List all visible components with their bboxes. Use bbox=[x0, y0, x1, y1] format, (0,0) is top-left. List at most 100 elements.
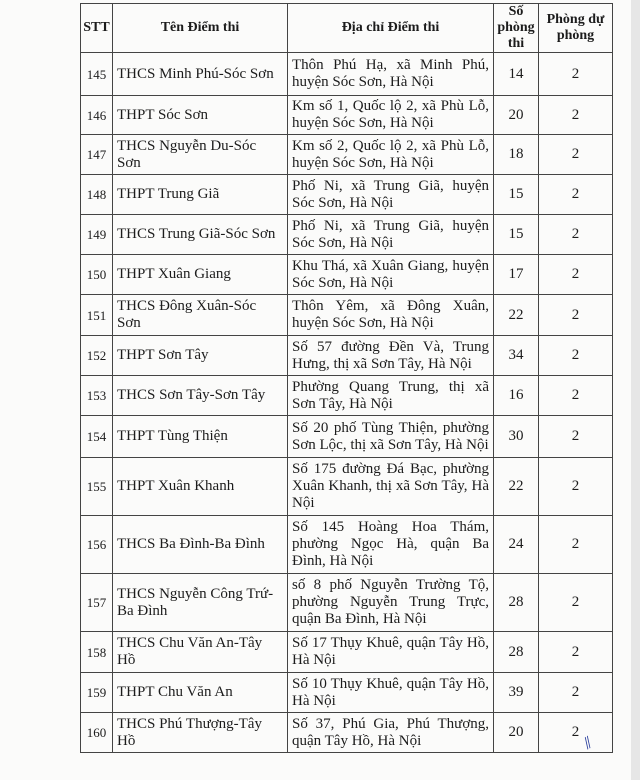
cell-address: Số 37, Phú Gia, Phú Thượng, quận Tây Hồ,… bbox=[287, 712, 494, 753]
cell-address: Phường Quang Trung, thị xã Sơn Tây, Hà N… bbox=[287, 375, 494, 416]
cell-stt: 146 bbox=[80, 95, 113, 135]
cell-stt: 145 bbox=[80, 52, 113, 96]
cell-address: Khu Thá, xã Xuân Giang, huyện Sóc Sơn, H… bbox=[287, 254, 494, 295]
cell-address: Số 57 đường Đền Và, Trung Hưng, thị xã S… bbox=[287, 335, 494, 376]
cell-address: Phố Ni, xã Trung Giã, huyện Sóc Sơn, Hà … bbox=[287, 174, 494, 215]
cell-stt: 156 bbox=[80, 515, 113, 574]
header-stt: STT bbox=[80, 3, 113, 53]
header-reserve: Phòng dự phòng bbox=[538, 3, 613, 53]
cell-rooms: 24 bbox=[493, 515, 539, 574]
cell-reserve: 2 bbox=[538, 174, 613, 215]
cell-name: THPT Xuân Khanh bbox=[112, 457, 288, 516]
cell-stt: 160 bbox=[80, 712, 113, 753]
cell-rooms: 20 bbox=[493, 712, 539, 753]
cell-rooms: 18 bbox=[493, 134, 539, 175]
table-row: 146 THPT Sóc Sơn Km số 1, Quốc lộ 2, xã Ph… bbox=[80, 95, 613, 135]
cell-name: THCS Nguyễn Công Trứ-Ba Đình bbox=[112, 573, 288, 632]
header-rooms: Số phòng thi bbox=[493, 3, 539, 53]
cell-reserve: 2 bbox=[538, 712, 613, 753]
cell-stt: 157 bbox=[80, 573, 113, 632]
table-row: 156 THCS Ba Đình-Ba Đình Số 145 Hoàng Hoa … bbox=[80, 515, 613, 574]
cell-name: THPT Sóc Sơn bbox=[112, 95, 288, 135]
cell-reserve: 2 bbox=[538, 672, 613, 713]
cell-address: Km số 1, Quốc lộ 2, xã Phù Lỗ, huyện Sóc… bbox=[287, 95, 494, 135]
cell-reserve: 2 bbox=[538, 294, 613, 336]
cell-name: THCS Phú Thượng-Tây Hồ bbox=[112, 712, 288, 753]
cell-address: Số 20 phố Tùng Thiện, phường Sơn Lộc, th… bbox=[287, 415, 494, 458]
table-row: 149 THCS Trung Giã-Sóc Sơn Phố Ni, xã Trun… bbox=[80, 214, 613, 255]
table-row: 158 THCS Chu Văn An-Tây Hồ Số 17 Thụy Khuê… bbox=[80, 631, 613, 673]
table-row: 152 THPT Sơn Tây Số 57 đường Đền Và, Trung… bbox=[80, 335, 613, 376]
cell-reserve: 2 bbox=[538, 631, 613, 673]
cell-rooms: 39 bbox=[493, 672, 539, 713]
exam-site-table: STT Tên Điểm thi Địa chỉ Điểm thi Số phò… bbox=[80, 3, 613, 753]
page-edge bbox=[631, 0, 640, 780]
cell-name: THCS Trung Giã-Sóc Sơn bbox=[112, 214, 288, 255]
cell-rooms: 17 bbox=[493, 254, 539, 295]
table-row: 157 THCS Nguyễn Công Trứ-Ba Đình số 8 phố … bbox=[80, 573, 613, 632]
cell-address: số 8 phố Nguyễn Trường Tộ, phường Nguyễn… bbox=[287, 573, 494, 632]
header-address: Địa chỉ Điểm thi bbox=[287, 3, 494, 53]
cell-reserve: 2 bbox=[538, 573, 613, 632]
cell-address: Phố Ni, xã Trung Giã, huyện Sóc Sơn, Hà … bbox=[287, 214, 494, 255]
cell-rooms: 20 bbox=[493, 95, 539, 135]
cell-reserve: 2 bbox=[538, 375, 613, 416]
cell-stt: 150 bbox=[80, 254, 113, 295]
cell-rooms: 28 bbox=[493, 631, 539, 673]
table-row: 151 THCS Đông Xuân-Sóc Sơn Thôn Yêm, xã Đô… bbox=[80, 294, 613, 336]
cell-name: THPT Trung Giã bbox=[112, 174, 288, 215]
cell-stt: 147 bbox=[80, 134, 113, 175]
cell-stt: 148 bbox=[80, 174, 113, 215]
table-row: 148 THPT Trung Giã Phố Ni, xã Trung Giã, h… bbox=[80, 174, 613, 215]
cell-rooms: 22 bbox=[493, 457, 539, 516]
cell-stt: 149 bbox=[80, 214, 113, 255]
table-row: 154 THPT Tùng Thiện Số 20 phố Tùng Thiện, … bbox=[80, 415, 613, 458]
cell-rooms: 30 bbox=[493, 415, 539, 458]
cell-rooms: 15 bbox=[493, 214, 539, 255]
cell-stt: 159 bbox=[80, 672, 113, 713]
header-row: STT Tên Điểm thi Địa chỉ Điểm thi Số phò… bbox=[80, 3, 613, 53]
cell-stt: 152 bbox=[80, 335, 113, 376]
cell-reserve: 2 bbox=[538, 134, 613, 175]
cell-name: THPT Xuân Giang bbox=[112, 254, 288, 295]
cell-address: Số 17 Thụy Khuê, quận Tây Hồ, Hà Nội bbox=[287, 631, 494, 673]
cell-name: THPT Sơn Tây bbox=[112, 335, 288, 376]
cell-name: THCS Nguyễn Du-Sóc Sơn bbox=[112, 134, 288, 175]
cell-name: THCS Chu Văn An-Tây Hồ bbox=[112, 631, 288, 673]
cell-rooms: 14 bbox=[493, 52, 539, 96]
cell-stt: 151 bbox=[80, 294, 113, 336]
cell-stt: 153 bbox=[80, 375, 113, 416]
cell-rooms: 16 bbox=[493, 375, 539, 416]
cell-name: THCS Ba Đình-Ba Đình bbox=[112, 515, 288, 574]
cell-name: THCS Đông Xuân-Sóc Sơn bbox=[112, 294, 288, 336]
table-row: 145 THCS Minh Phú-Sóc Sơn Thôn Phú Hạ, xã … bbox=[80, 52, 613, 96]
cell-stt: 154 bbox=[80, 415, 113, 458]
cell-stt: 155 bbox=[80, 457, 113, 516]
cell-address: Số 145 Hoàng Hoa Thám, phường Ngọc Hà, q… bbox=[287, 515, 494, 574]
cell-reserve: 2 bbox=[538, 214, 613, 255]
table-row: 147 THCS Nguyễn Du-Sóc Sơn Km số 2, Quốc l… bbox=[80, 134, 613, 175]
cell-rooms: 28 bbox=[493, 573, 539, 632]
cell-rooms: 15 bbox=[493, 174, 539, 215]
cell-reserve: 2 bbox=[538, 515, 613, 574]
cell-reserve: 2 bbox=[538, 335, 613, 376]
cell-name: THCS Minh Phú-Sóc Sơn bbox=[112, 52, 288, 96]
cell-name: THPT Chu Văn An bbox=[112, 672, 288, 713]
cell-reserve: 2 bbox=[538, 95, 613, 135]
cell-reserve: 2 bbox=[538, 52, 613, 96]
cell-address: Thôn Yêm, xã Đông Xuân, huyện Sóc Sơn, H… bbox=[287, 294, 494, 336]
table-row: 155 THPT Xuân Khanh Số 175 đường Đá Bạc, p… bbox=[80, 457, 613, 516]
cell-stt: 158 bbox=[80, 631, 113, 673]
cell-reserve: 2 bbox=[538, 254, 613, 295]
cell-address: Km số 2, Quốc lộ 2, xã Phù Lỗ, huyện Sóc… bbox=[287, 134, 494, 175]
table-row: 160 THCS Phú Thượng-Tây Hồ Số 37, Phú Gia,… bbox=[80, 712, 613, 753]
cell-reserve: 2 bbox=[538, 415, 613, 458]
cell-address: Thôn Phú Hạ, xã Minh Phú, huyện Sóc Sơn,… bbox=[287, 52, 494, 96]
cell-reserve: 2 bbox=[538, 457, 613, 516]
table-row: 150 THPT Xuân Giang Khu Thá, xã Xuân Giang… bbox=[80, 254, 613, 295]
cell-address: Số 175 đường Đá Bạc, phường Xuân Khanh, … bbox=[287, 457, 494, 516]
table-row: 159 THPT Chu Văn An Số 10 Thụy Khuê, quận … bbox=[80, 672, 613, 713]
cell-rooms: 34 bbox=[493, 335, 539, 376]
cell-name: THPT Tùng Thiện bbox=[112, 415, 288, 458]
cell-name: THCS Sơn Tây-Sơn Tây bbox=[112, 375, 288, 416]
